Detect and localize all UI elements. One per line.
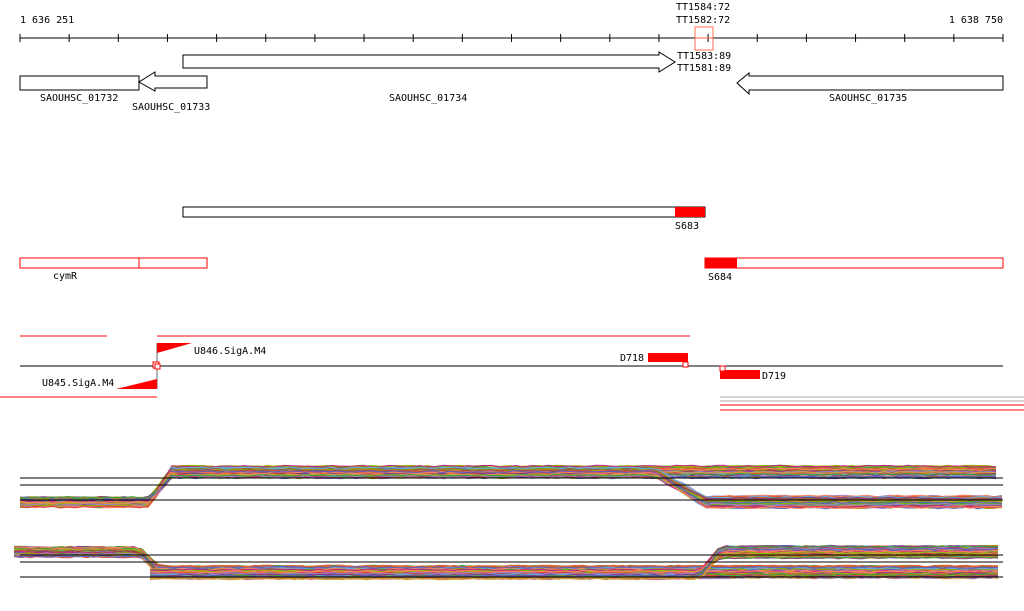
transcript-S683[interactable]: S683 (182, 206, 706, 232)
expression-trace (169, 469, 1003, 509)
gene-SAOUHSC_01734[interactable]: SAOUHSC_01734 (182, 51, 676, 104)
gene-label: SAOUHSC_01732 (40, 93, 118, 104)
promoter-label: U846.SigA.M4 (194, 346, 266, 357)
transcript-cymR[interactable]: cymR (19, 257, 208, 282)
promoter-U845[interactable] (116, 379, 157, 389)
gene-SAOUHSC_01732[interactable]: SAOUHSC_01732 (19, 75, 140, 104)
expression-trace (149, 549, 999, 573)
tss-label: TT1581:89 (677, 63, 731, 74)
expression-trace (149, 552, 999, 581)
gene-SAOUHSC_01735[interactable]: SAOUHSC_01735 (736, 71, 1004, 104)
expression-trace (169, 466, 1003, 499)
promoter-D719[interactable] (720, 370, 760, 379)
transcript-label: cymR (53, 271, 78, 282)
promoter-label: U845.SigA.M4 (42, 378, 114, 389)
expression-tracks (13, 464, 1003, 581)
tss-marker[interactable]: TT1584:72 TT1582:72 TT1583:89 TT1581:89 (676, 2, 731, 74)
expression-trace (19, 464, 997, 500)
coordinate-ruler: 1 636 251 1 638 750 (19, 15, 1004, 42)
expression-trace (169, 470, 1003, 505)
promoter-label: D719 (762, 371, 786, 382)
expression-trace (169, 474, 1003, 506)
gene-label: SAOUHSC_01734 (389, 93, 467, 104)
expression-trace (13, 555, 999, 570)
promoter-label: D718 (620, 353, 644, 364)
expression-trace (169, 471, 1003, 510)
tss-label: TT1584:72 (676, 2, 730, 13)
gene-label: SAOUHSC_01735 (829, 93, 907, 104)
promoter-D718[interactable] (648, 353, 688, 362)
gene-label: SAOUHSC_01733 (132, 102, 210, 113)
promoter-track: U846.SigA.M4 U845.SigA.M4 D718 D719 (0, 335, 1024, 411)
expression-trace (149, 551, 999, 573)
tss-label: TT1583:89 (677, 51, 731, 62)
expression-trace (19, 464, 996, 502)
tss-label: TT1582:72 (676, 15, 730, 26)
transcript-label: S684 (708, 272, 732, 283)
transcript-label: S683 (675, 221, 699, 232)
transcript-S684[interactable]: S684 (704, 257, 1004, 283)
promoter-U846[interactable] (157, 343, 192, 353)
ruler-start-label: 1 636 251 (20, 15, 74, 26)
expression-trace (169, 468, 1003, 501)
gene-SAOUHSC_01733[interactable]: SAOUHSC_01733 (132, 71, 210, 113)
ruler-end-label: 1 638 750 (949, 15, 1003, 26)
